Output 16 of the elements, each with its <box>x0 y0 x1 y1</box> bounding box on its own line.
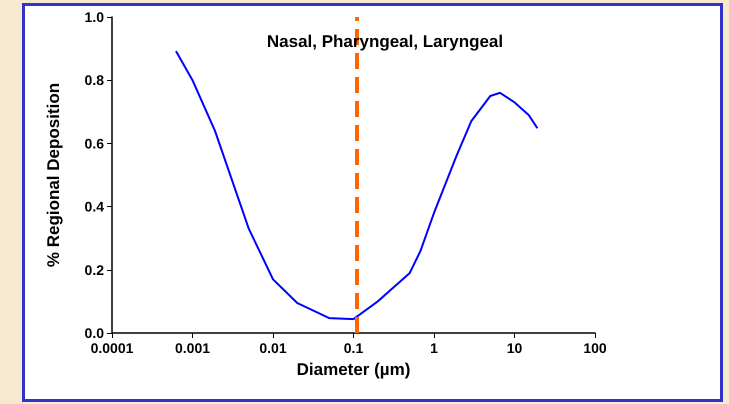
y-tick-label: 0.2 <box>84 262 104 278</box>
y-tick-label: 0.0 <box>84 325 104 341</box>
y-axis-title: % Regional Deposition <box>44 82 63 268</box>
x-tick-label: 100 <box>583 340 607 356</box>
y-tick-label: 0.6 <box>84 135 104 152</box>
y-tick-label: 1.0 <box>84 9 104 25</box>
y-tick-label: 0.8 <box>84 72 104 88</box>
x-tick-label: 10 <box>506 340 522 356</box>
x-axis-title: Diameter (µm) <box>296 360 410 379</box>
x-tick-label: 0.0001 <box>90 340 134 356</box>
x-tick-label: 0.1 <box>344 340 364 356</box>
x-tick-label: 1 <box>430 340 438 356</box>
y-tick-label: 0.4 <box>84 198 104 215</box>
text: Nasal, Pharyngeal, Laryngeal <box>266 32 504 51</box>
x-tick-label: 0.001 <box>174 340 210 356</box>
x-tick-label: 0.01 <box>259 340 287 356</box>
